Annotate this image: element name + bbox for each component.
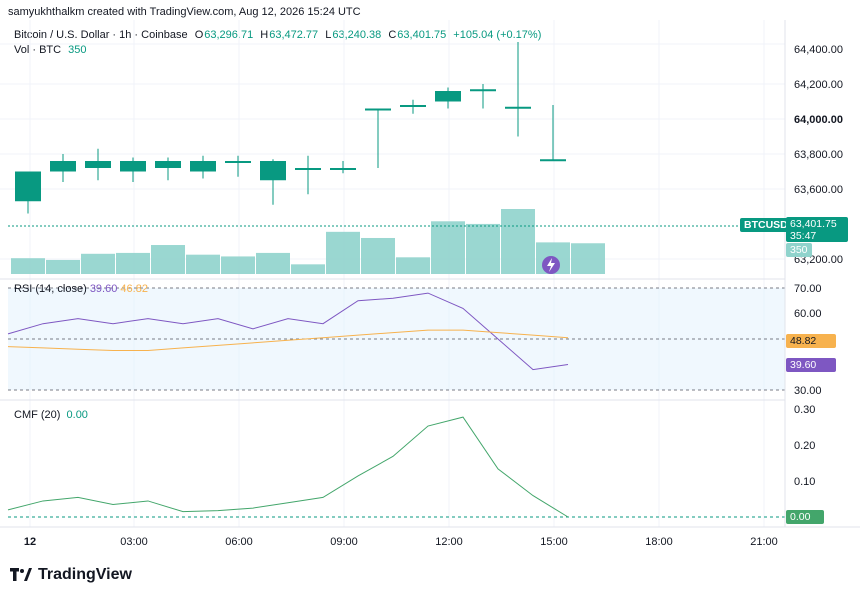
volume-value: 350 <box>68 44 87 56</box>
volume-title[interactable]: Vol · BTC <box>14 44 62 56</box>
open-label: O <box>194 29 204 41</box>
volume-bar <box>431 221 465 274</box>
tradingview-logo-icon <box>10 568 32 581</box>
candle-body <box>470 89 496 92</box>
volume-bars <box>11 209 605 274</box>
price-tag: 63,401.75 35:47 <box>786 217 848 242</box>
time-tick: 18:00 <box>645 536 673 548</box>
price-tick: 64,400.00 <box>794 44 843 56</box>
rsi-ma-value: 46.82 <box>120 283 148 295</box>
price-tick: 63,200.00 <box>794 254 843 266</box>
candle-body <box>225 161 251 163</box>
price-tick: 63,800.00 <box>794 149 843 161</box>
symbol-legend: Bitcoin / U.S. Dollar · 1h · Coinbase O6… <box>14 28 541 58</box>
volume-bar <box>571 243 605 274</box>
rsi-axis[interactable]: 70.00 60.00 30.00 <box>794 283 822 397</box>
candle-body <box>330 168 356 170</box>
price-tick: 64,200.00 <box>794 79 843 91</box>
volume-bar <box>186 254 220 274</box>
rsi-tick: 60.00 <box>794 308 822 320</box>
cmf-value-tag: 0.00 <box>786 510 824 524</box>
volume-bar <box>326 231 360 274</box>
volume-bar <box>361 237 395 274</box>
rsi-title: RSI (14, close) <box>14 283 87 295</box>
candle-body <box>295 168 321 170</box>
volume-bar <box>11 258 45 274</box>
volume-bar <box>81 253 115 274</box>
cmf-value: 0.00 <box>66 409 88 421</box>
symbol-title[interactable]: Bitcoin / U.S. Dollar · 1h · Coinbase <box>14 29 188 41</box>
cmf-line <box>7 416 569 518</box>
candle-body <box>260 161 286 181</box>
time-tick: 03:00 <box>120 536 148 548</box>
close-value: 63,401.75 <box>397 29 447 41</box>
cmf-tick: 0.10 <box>794 476 815 488</box>
volume-bar <box>501 209 535 274</box>
candle-body <box>15 171 41 202</box>
time-tick: 21:00 <box>750 536 778 548</box>
rsi-ma-line <box>7 329 569 351</box>
high-label: H <box>260 29 269 41</box>
rsi-line <box>7 292 569 371</box>
candle-body <box>50 161 76 172</box>
close-label: C <box>388 29 397 41</box>
volume-bar <box>256 252 290 274</box>
cmf-title: CMF (20) <box>14 409 61 421</box>
time-tick: 09:00 <box>330 536 358 548</box>
cmf-axis[interactable]: 0.30 0.20 0.10 <box>794 404 815 488</box>
candle-body <box>435 91 461 102</box>
volume-tag: 350 <box>786 243 812 257</box>
volume-bar <box>46 259 80 274</box>
candle-body <box>85 161 111 168</box>
cmf-tick: 0.20 <box>794 440 815 452</box>
time-tick: 06:00 <box>225 536 253 548</box>
price-tag-symbol: BTCUSD <box>740 218 792 232</box>
price-tick: 63,600.00 <box>794 184 843 196</box>
low-value: 63,240.38 <box>332 29 382 41</box>
candle-body <box>190 161 216 172</box>
flash-icon[interactable] <box>542 256 560 274</box>
rsi-tick: 30.00 <box>794 385 822 397</box>
volume-bar <box>151 245 185 274</box>
brand-name: TradingView <box>38 566 132 583</box>
candlesticks <box>15 42 566 214</box>
candle-body <box>155 161 181 168</box>
volume-bar <box>396 257 430 274</box>
candle-body <box>120 161 146 172</box>
low-label: L <box>325 29 332 41</box>
price-axis[interactable]: 64,400.00 64,200.00 64,000.00 63,800.00 … <box>794 44 843 266</box>
time-tick: 12:00 <box>435 536 463 548</box>
rsi-ma-tag: 48.82 <box>786 334 836 348</box>
cmf-tick: 0.30 <box>794 404 815 416</box>
rsi-tick: 70.00 <box>794 283 822 295</box>
watermark-text: samyukhthalkm created with TradingView.c… <box>8 6 361 18</box>
rsi-value: 39.60 <box>89 283 118 295</box>
candle-body <box>505 106 531 109</box>
rsi-value-tag: 39.60 <box>786 358 836 372</box>
time-axis[interactable]: 12 03:00 06:00 09:00 12:00 15:00 18:00 2… <box>24 536 778 548</box>
high-value: 63,472.77 <box>269 29 319 41</box>
rsi-band <box>8 288 785 390</box>
change-value: +105.04 (+0.17%) <box>453 29 542 41</box>
time-tick: 15:00 <box>540 536 568 548</box>
candle-body <box>365 108 391 111</box>
price-tick: 64,000.00 <box>794 114 843 126</box>
tradingview-logo[interactable]: TradingView <box>10 566 132 584</box>
volume-bar <box>466 223 500 274</box>
volume-bar <box>221 256 255 274</box>
rsi-legend[interactable]: RSI (14, close) 39.60 46.82 <box>14 283 148 295</box>
time-tick: 12 <box>24 536 36 548</box>
volume-bar <box>116 252 150 274</box>
candle-body <box>540 159 566 162</box>
price-tag-value: 63,401.75 <box>790 218 837 230</box>
volume-bar <box>291 264 325 274</box>
open-value: 63,296.71 <box>204 29 254 41</box>
candle-body <box>400 105 426 107</box>
price-tag-countdown: 35:47 <box>790 230 817 242</box>
cmf-legend[interactable]: CMF (20) 0.00 <box>14 409 88 421</box>
